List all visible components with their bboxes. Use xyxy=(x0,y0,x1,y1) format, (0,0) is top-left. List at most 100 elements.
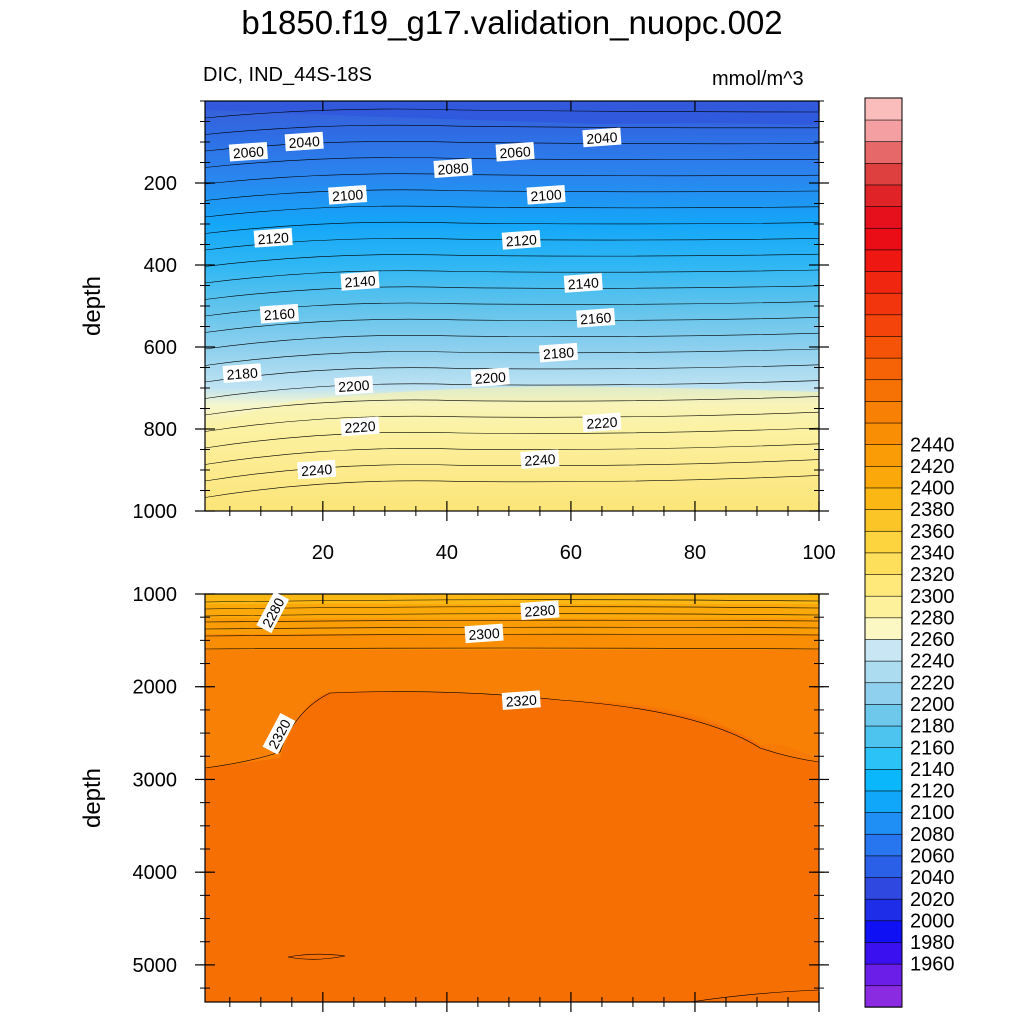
variable-region-label: DIC, IND_44S-18S xyxy=(203,64,372,86)
contour-label: 2220 xyxy=(582,412,622,433)
contour-label: 2060 xyxy=(495,141,535,162)
svg-text:2140: 2140 xyxy=(567,274,599,292)
colorbar-swatch xyxy=(864,985,903,1008)
colorbar-label: 2220 xyxy=(910,672,955,694)
colorbar-swatch xyxy=(864,422,903,445)
svg-text:2320: 2320 xyxy=(505,692,537,710)
colorbar-swatch xyxy=(864,97,903,121)
contour-label: 2180 xyxy=(222,363,262,383)
colorbar-label: 2320 xyxy=(910,564,955,586)
y-axis-label: depth xyxy=(79,276,106,336)
colorbar-label: 2180 xyxy=(910,716,955,738)
upper-contour-lines xyxy=(205,108,819,498)
colorbar-label: 2040 xyxy=(910,867,955,889)
colorbar-label: 2300 xyxy=(910,586,955,608)
contour-label: 2080 xyxy=(433,158,473,178)
colorbar-swatch xyxy=(864,249,903,272)
colorbar-swatch xyxy=(864,703,903,727)
colorbar: 1960198020002020204020602080210021202140… xyxy=(864,97,955,1008)
colorbar-swatch xyxy=(864,920,903,943)
y-tick-label: 2000 xyxy=(133,677,178,699)
contour-label: 2120 xyxy=(501,230,541,250)
contour-label: 2200 xyxy=(470,367,510,388)
contour-label: 2280 xyxy=(520,600,560,620)
colorbar-swatch xyxy=(864,941,903,965)
colorbar-label: 2200 xyxy=(910,694,955,716)
colorbar-swatch xyxy=(864,335,903,359)
colorbar-label: 2400 xyxy=(910,478,955,500)
colorbar-swatch xyxy=(864,487,903,510)
svg-text:2060: 2060 xyxy=(499,143,531,161)
colorbar-swatch xyxy=(864,573,903,597)
colorbar-swatch xyxy=(864,119,903,142)
colorbar-label: 2060 xyxy=(910,846,955,868)
colorbar-label: 1960 xyxy=(910,954,955,976)
colorbar-swatch xyxy=(864,270,903,294)
y-tick-label: 5000 xyxy=(133,955,178,977)
colorbar-label: 1980 xyxy=(910,932,955,954)
contour-label: 2140 xyxy=(340,271,380,291)
svg-text:2220: 2220 xyxy=(586,414,618,432)
colorbar-label: 2240 xyxy=(910,651,955,673)
colorbar-swatch xyxy=(864,833,903,857)
svg-text:2120: 2120 xyxy=(257,229,289,247)
lower-field xyxy=(205,594,819,1002)
contour-label: 2140 xyxy=(563,273,603,293)
colorbar-swatch xyxy=(864,855,903,878)
colorbar-swatch xyxy=(864,768,903,792)
colorbar-label: 2440 xyxy=(910,434,955,456)
y-tick-label: 4000 xyxy=(133,862,178,884)
y-tick-label: 1000 xyxy=(133,584,178,606)
colorbar-swatch xyxy=(864,790,903,813)
svg-text:2040: 2040 xyxy=(586,129,618,147)
colorbar-label: 2140 xyxy=(910,759,955,781)
contour-label: 2120 xyxy=(253,228,293,248)
contour-label: 2040 xyxy=(284,131,324,152)
y-tick-label: 200 xyxy=(144,173,177,195)
colorbar-swatch xyxy=(864,162,903,186)
lower-frame xyxy=(204,593,820,1003)
svg-text:2160: 2160 xyxy=(580,309,612,327)
colorbar-label: 2360 xyxy=(910,521,955,543)
colorbar-swatch xyxy=(864,638,903,662)
svg-text:2220: 2220 xyxy=(344,418,376,436)
svg-text:2180: 2180 xyxy=(226,365,258,383)
colorbar-swatch xyxy=(864,379,903,402)
y-tick-label: 600 xyxy=(144,337,177,359)
contour-label: 2040 xyxy=(582,127,622,148)
colorbar-swatch xyxy=(864,530,903,554)
colorbar-swatch xyxy=(864,357,903,381)
x-tick-label: 20 xyxy=(312,542,334,564)
svg-text:2200: 2200 xyxy=(338,377,370,395)
colorbar-swatch xyxy=(864,898,903,922)
contour-label: 2200 xyxy=(334,375,374,396)
colorbar-label: 2160 xyxy=(910,737,955,759)
svg-text:2140: 2140 xyxy=(344,272,376,290)
contour-label: 2060 xyxy=(228,141,268,162)
svg-text:2080: 2080 xyxy=(437,160,469,178)
colorbar-label: 2340 xyxy=(910,543,955,565)
y-axis-label: depth xyxy=(79,768,106,828)
colorbar-swatch xyxy=(864,205,903,229)
colorbar-swatch xyxy=(864,725,903,748)
colorbar-swatch xyxy=(864,508,903,532)
contour-label: 2220 xyxy=(340,416,380,437)
colorbar-label: 2100 xyxy=(910,802,955,824)
svg-text:2240: 2240 xyxy=(524,451,556,469)
colorbar-label: 2260 xyxy=(910,629,955,651)
contour-label: 2240 xyxy=(297,459,337,480)
colorbar-swatch xyxy=(864,465,903,489)
contour-label: 2300 xyxy=(464,623,504,644)
svg-text:2300: 2300 xyxy=(468,625,500,643)
colorbar-label: 2120 xyxy=(910,781,955,803)
y-tick-label: 800 xyxy=(144,419,177,441)
colorbar-swatch xyxy=(864,314,903,337)
units-label: mmol/m^3 xyxy=(712,68,804,90)
colorbar-label: 2420 xyxy=(910,456,955,478)
colorbar-swatch xyxy=(864,227,903,251)
x-tick-label: 80 xyxy=(684,542,706,564)
contour-label: 2100 xyxy=(328,184,368,205)
colorbar-swatch xyxy=(864,876,903,900)
